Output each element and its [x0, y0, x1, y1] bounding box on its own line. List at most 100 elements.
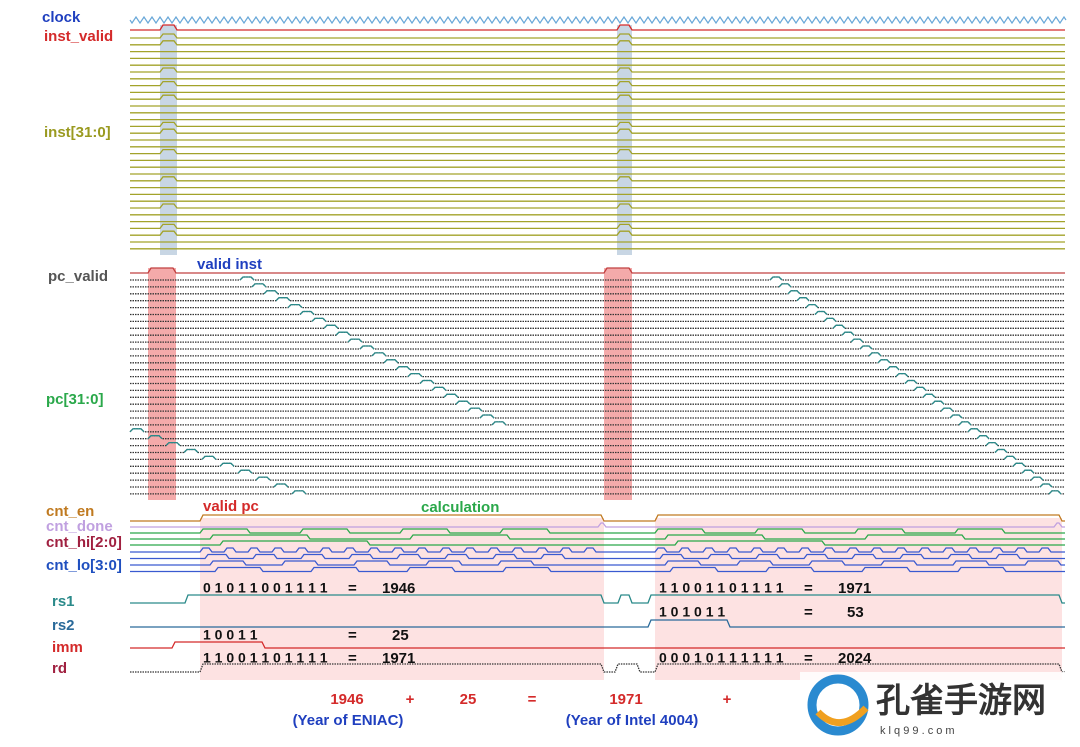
equation-term: 25 [460, 691, 477, 708]
signal-label: rd [52, 660, 67, 677]
signal-label: rs1 [52, 593, 75, 610]
pc-bit-trace [130, 462, 1065, 467]
inst-bit-trace [130, 128, 1065, 134]
inst-bit-trace [130, 33, 1065, 39]
pc-bit-trace [130, 297, 1065, 302]
inst-bit-trace [130, 40, 1065, 46]
signal-label: rs2 [52, 617, 75, 634]
pc-transition [129, 428, 981, 433]
pc-bit-trace [130, 435, 1065, 440]
annotation: valid inst [197, 256, 262, 273]
pc-transition [359, 345, 873, 350]
pc-bit-trace [130, 372, 1065, 378]
inst-bit-trace [130, 80, 1065, 87]
watermark-title: 孔雀手游网 [876, 681, 1046, 721]
pc-transition [467, 407, 954, 412]
pc-transition [383, 359, 891, 364]
annotation: calculation [421, 499, 499, 516]
equation: 1946 + 25 = 1971 + [330, 691, 731, 708]
pc-bit-trace [130, 448, 1065, 454]
pc-transition [323, 324, 846, 329]
pc-bit-trace [130, 324, 1065, 329]
cnt-en-trace [130, 514, 1065, 522]
bits: 0 1 0 1 1 0 0 1 1 1 1 [203, 580, 328, 596]
pc-bit-trace [130, 414, 1065, 419]
pc-bit-trace [130, 338, 1065, 343]
bits: 1 0 1 0 1 1 [659, 604, 725, 620]
equation-term: 1971 [609, 691, 642, 708]
pc-transition [273, 483, 1053, 488]
pc-bit-trace [130, 469, 1065, 474]
inst-bit-trace [130, 176, 1065, 182]
pc-bit-trace [130, 310, 1065, 316]
clock-trace [129, 15, 1067, 25]
equals: = [804, 650, 813, 667]
pc-transition [479, 414, 963, 419]
pc-bit-trace [130, 421, 1065, 426]
pc-bit-trace [130, 283, 1065, 288]
pc-bit-trace [129, 428, 1065, 433]
rs2-trace [130, 619, 1065, 628]
signal-label: clock [42, 9, 81, 26]
pc-bit-trace [130, 455, 1065, 461]
pc-bit-trace [130, 379, 1065, 385]
pc-transition [443, 393, 936, 398]
bits: 1 0 0 1 1 [203, 627, 258, 643]
pc-transition [455, 400, 945, 405]
pc-transition [395, 366, 900, 371]
pc-bit-trace [130, 366, 1065, 371]
pc-transition [299, 310, 828, 315]
pc-transition [371, 352, 882, 357]
pc-bit-trace [130, 352, 1065, 357]
pc-transition [335, 331, 855, 336]
pc-bit-trace [130, 441, 1065, 447]
note: (Year of ENIAC) [293, 712, 404, 729]
signal-label: cnt_done [46, 518, 113, 535]
inst-bit-trace [130, 67, 1065, 73]
decimal: 53 [847, 604, 864, 621]
pc-bit-trace [130, 345, 1065, 350]
bits: 0 0 0 1 0 1 1 1 1 1 1 [659, 650, 784, 666]
equation-op: + [406, 691, 415, 708]
equals: = [804, 580, 813, 597]
note: (Year of Intel 4004) [566, 712, 699, 729]
cnt-hi-trace [130, 528, 1065, 534]
pc-transition [419, 379, 918, 384]
pc-transition [263, 290, 801, 295]
inst-bit-trace [130, 223, 1065, 230]
signal-label: cnt_en [46, 503, 94, 520]
imm-trace [130, 641, 1065, 649]
inst-bit-trace [130, 148, 1065, 155]
decimal: 1971 [382, 650, 415, 667]
pc-bit-trace [130, 490, 1065, 495]
pc-transition [251, 283, 792, 288]
watermark: 孔雀手游网 k l q 9 9 . c o m [800, 672, 1080, 742]
pc-bit-trace [130, 276, 1065, 281]
pc-bit-trace [130, 400, 1065, 405]
pc-transition [183, 448, 1008, 453]
pc-transition [255, 476, 1044, 481]
pc-transition [219, 462, 1026, 467]
watermark-logo [815, 705, 869, 726]
inst-bit-trace [130, 230, 1065, 236]
pc-transition [491, 421, 972, 426]
pc-transition [165, 441, 999, 447]
inst-valid-trace [130, 24, 1065, 31]
watermark-logo [807, 674, 869, 736]
signal-label: inst[31:0] [44, 124, 111, 141]
equation-op: + [723, 691, 732, 708]
cnt-lo-trace [130, 547, 1065, 553]
equation-term: 1946 [330, 691, 363, 708]
cnt-lo-trace [130, 566, 1065, 573]
pc-transition [147, 435, 990, 440]
pc-bit-trace [130, 331, 1065, 336]
signal-label: inst_valid [44, 28, 113, 45]
highlight-band [148, 268, 176, 500]
decimal: 1946 [382, 580, 415, 597]
cnt-hi-trace [130, 540, 1065, 546]
signal-label: pc[31:0] [46, 391, 104, 408]
equals: = [348, 627, 357, 644]
inst-bit-trace [130, 203, 1065, 209]
decimal: 25 [392, 627, 409, 644]
pc-bit-trace [130, 407, 1065, 412]
